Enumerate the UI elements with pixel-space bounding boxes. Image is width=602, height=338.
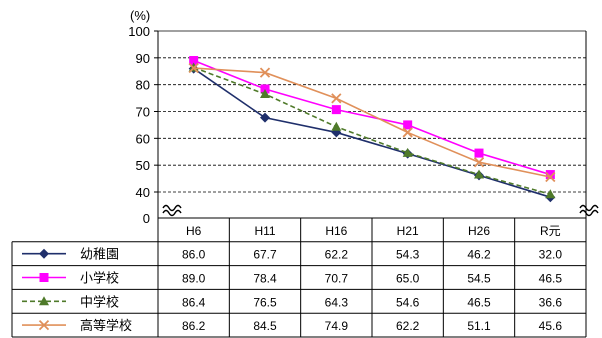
y-tick-label: 50 — [136, 158, 150, 173]
data-point — [474, 169, 484, 179]
data-point — [474, 148, 484, 158]
legend-label: 高等学校 — [80, 318, 132, 333]
data-label: 67.7 — [253, 248, 277, 262]
data-label: 74.9 — [325, 319, 349, 333]
data-label: 54.5 — [467, 272, 491, 286]
data-point — [260, 84, 270, 94]
data-point — [545, 171, 556, 183]
data-point — [38, 319, 50, 331]
x-category-label: H16 — [325, 224, 347, 238]
axes — [154, 30, 599, 218]
series-triangle — [188, 62, 556, 199]
data-label: 46.5 — [539, 272, 563, 286]
grid-lines — [158, 30, 586, 193]
series-line — [193, 66, 551, 195]
data-point — [331, 121, 342, 131]
y-tick-label: 100 — [128, 24, 150, 39]
data-point — [39, 248, 49, 259]
data-label: 86.4 — [182, 295, 206, 309]
data-point — [260, 112, 270, 123]
legend-label: 中学校 — [80, 294, 119, 309]
data-point — [473, 157, 485, 168]
data-label: 62.2 — [396, 319, 420, 333]
y-tick-label: 90 — [136, 51, 150, 66]
series-line — [193, 67, 551, 178]
data-label: 54.3 — [396, 248, 420, 262]
y-tick-label: 70 — [136, 105, 150, 120]
series-x — [188, 62, 556, 183]
legend-label: 小学校 — [80, 271, 119, 286]
data-label: 86.0 — [182, 248, 206, 262]
legend-label: 幼稚園 — [80, 247, 119, 262]
data-point — [545, 189, 556, 199]
x-category-label: H26 — [468, 224, 490, 238]
x-category-label: H6 — [186, 224, 202, 238]
data-label: 62.2 — [325, 248, 349, 262]
data-label: 84.5 — [253, 319, 277, 333]
data-label: 86.2 — [182, 319, 206, 333]
data-label: 89.0 — [182, 272, 206, 286]
data-point — [402, 127, 413, 138]
data-label: 54.6 — [396, 295, 420, 309]
data-label: 46.5 — [467, 295, 491, 309]
data-label: 65.0 — [396, 272, 420, 286]
y-tick-labels: 0 40 50 60 70 80 90 100 — [128, 24, 150, 226]
data-point — [259, 67, 271, 78]
axis-break-left — [162, 204, 182, 212]
data-point — [39, 296, 49, 306]
legend-key — [22, 296, 66, 306]
series-line — [193, 59, 551, 176]
x-category-label: H11 — [254, 224, 275, 238]
series-square — [189, 56, 555, 180]
data-point — [39, 273, 49, 282]
x-category-label: H21 — [397, 224, 419, 238]
data-point — [331, 93, 342, 104]
data-label: 70.7 — [325, 272, 349, 286]
data-label: 46.2 — [467, 248, 491, 262]
data-label: 76.5 — [253, 295, 277, 309]
y-tick-label: 40 — [136, 185, 150, 200]
data-label: 36.6 — [539, 295, 563, 309]
data-point — [545, 170, 555, 180]
data-label: 64.3 — [325, 295, 349, 309]
x-category-label: R元 — [540, 224, 561, 238]
series-lines — [188, 56, 556, 203]
legend-key — [22, 273, 66, 282]
y-tick-label: 60 — [136, 131, 150, 146]
y-tick-label: 0 — [143, 211, 150, 226]
data-point — [331, 127, 342, 138]
series-line — [193, 67, 551, 198]
data-label: 51.1 — [467, 319, 491, 333]
data-label: 45.6 — [539, 319, 563, 333]
data-label: 78.4 — [253, 272, 277, 286]
axis-break-left — [162, 209, 182, 217]
data-point — [188, 62, 199, 74]
data-point — [331, 105, 341, 115]
data-point — [260, 89, 270, 99]
data-label: 32.0 — [539, 248, 563, 262]
axis-break-right — [579, 209, 599, 217]
y-tick-label: 80 — [136, 78, 150, 93]
legend-key — [22, 248, 66, 259]
y-unit-label: (%) — [130, 8, 150, 23]
data-point — [403, 120, 413, 130]
data-point — [402, 147, 413, 157]
data-point — [189, 56, 199, 66]
legend-key — [22, 319, 66, 331]
axis-break-right — [579, 204, 599, 212]
